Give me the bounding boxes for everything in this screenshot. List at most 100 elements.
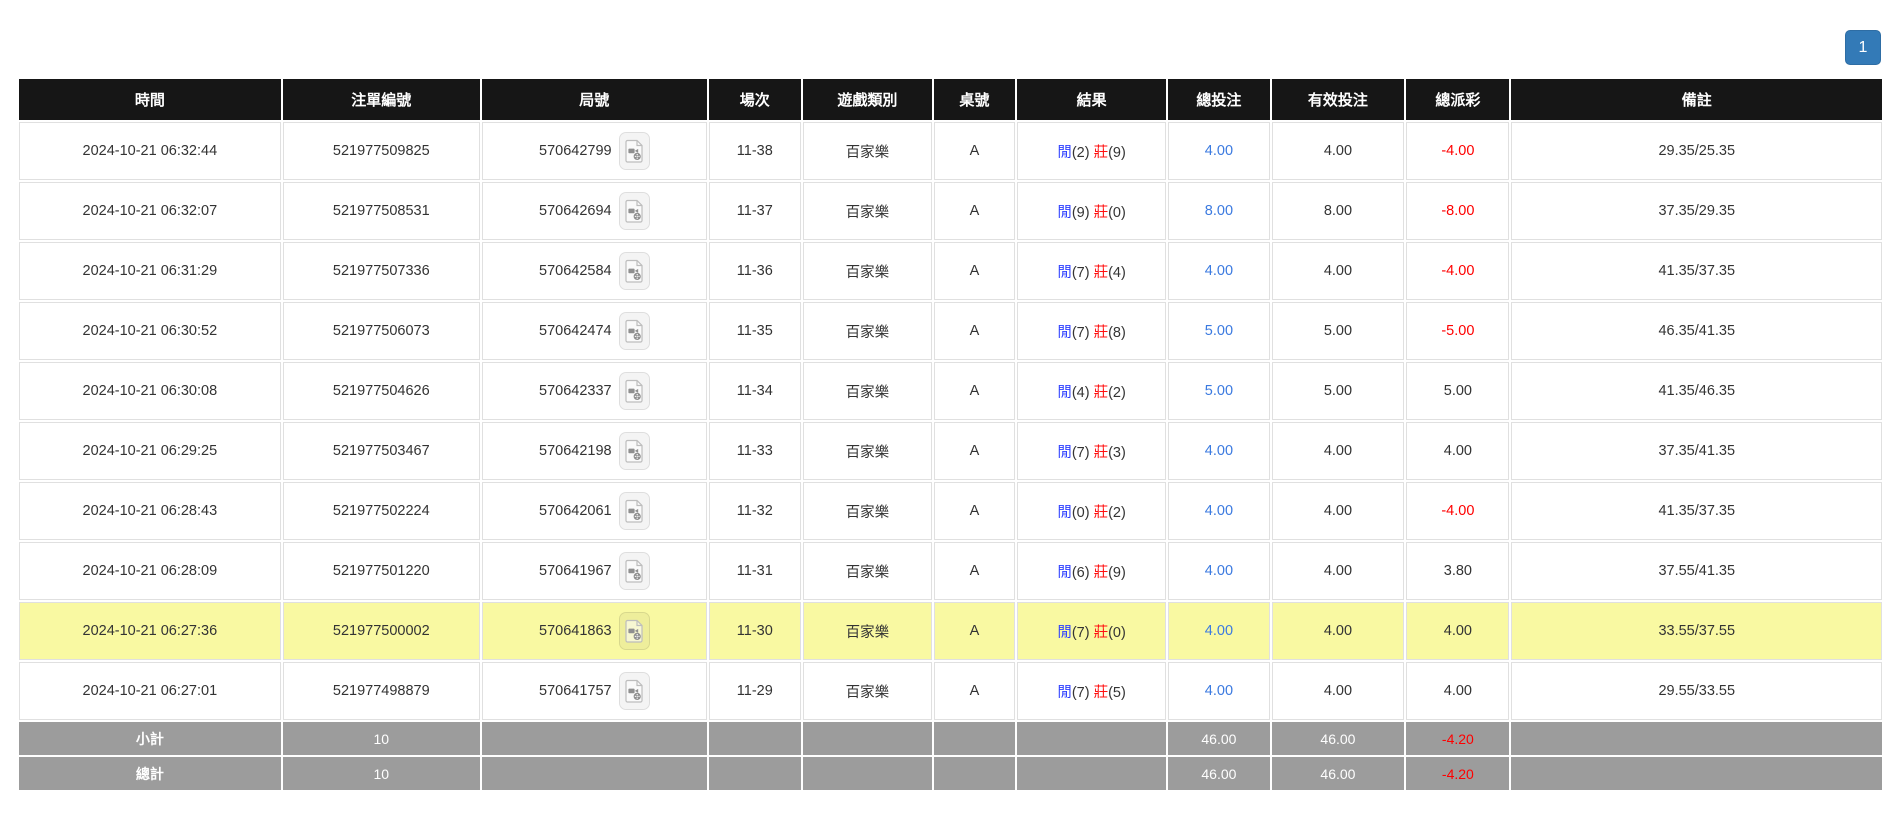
result-banker-score: (8) (1108, 324, 1126, 341)
total-bet-link[interactable]: 4.00 (1204, 683, 1234, 699)
cell-valid-bet: 4.00 (1271, 602, 1405, 660)
round-wrap: 570641967 (539, 552, 650, 590)
total-bet-link[interactable]: 4.00 (1204, 443, 1234, 459)
video-replay-button[interactable] (618, 132, 650, 170)
cell-valid-bet: 4.00 (1271, 482, 1405, 540)
cell-total-bet: 4.00 (1168, 602, 1270, 660)
cell-bet-id: 521977506073 (282, 302, 480, 360)
result-player-score: (7) (1071, 624, 1094, 641)
total-bet-link[interactable]: 4.00 (1204, 143, 1234, 159)
result-banker-label: 莊 (1093, 384, 1109, 401)
video-replay-button[interactable] (618, 252, 650, 290)
cell-time: 2024-10-21 06:29:25 (19, 422, 281, 480)
empty-cell (708, 757, 801, 790)
empty-cell (481, 757, 707, 790)
empty-cell (933, 722, 1015, 755)
video-replay-icon (624, 259, 643, 283)
total-total-bet: 46.00 (1168, 757, 1270, 790)
cell-remark: 33.55/37.55 (1511, 602, 1882, 660)
cell-table: A (933, 182, 1015, 240)
cell-time: 2024-10-21 06:32:07 (19, 182, 281, 240)
total-bet-link[interactable]: 5.00 (1204, 383, 1234, 399)
cell-time: 2024-10-21 06:30:52 (19, 302, 281, 360)
result-banker-score: (5) (1108, 684, 1126, 701)
result-player-score: (0) (1071, 504, 1094, 521)
cell-result: 閒(2) 莊(9) (1016, 122, 1167, 180)
round-id: 570642337 (539, 383, 612, 399)
cell-remark: 41.35/37.35 (1511, 242, 1882, 300)
cell-payout: 4.00 (1406, 602, 1510, 660)
round-id: 570642799 (539, 143, 612, 159)
empty-cell (1016, 722, 1167, 755)
video-replay-button[interactable] (618, 372, 650, 410)
result-player-score: (2) (1071, 144, 1094, 161)
cell-round: 570641757 (481, 662, 707, 720)
empty-cell (1511, 757, 1882, 790)
table-row: 2024-10-21 06:30:52 521977506073 570642474… (19, 302, 1882, 360)
video-replay-button[interactable] (618, 312, 650, 350)
cell-result: 閒(9) 莊(0) (1016, 182, 1167, 240)
video-replay-button[interactable] (618, 552, 650, 590)
total-bet-link[interactable]: 4.00 (1204, 263, 1234, 279)
result-banker-score: (2) (1108, 384, 1126, 401)
video-replay-button[interactable] (618, 192, 650, 230)
result-player-score: (7) (1071, 684, 1094, 701)
result-banker-label: 莊 (1093, 504, 1109, 521)
cell-payout: -4.00 (1406, 242, 1510, 300)
cell-game-type: 百家樂 (802, 302, 932, 360)
cell-result: 閒(7) 莊(8) (1016, 302, 1167, 360)
video-replay-icon (624, 499, 643, 523)
video-replay-button[interactable] (618, 612, 650, 650)
cell-bet-id: 521977501220 (282, 542, 480, 600)
table-header: 時間 注單編號 局號 場次 遊戲類別 桌號 結果 總投注 有效投注 總派彩 備註 (19, 79, 1882, 120)
cell-bet-id: 521977508531 (282, 182, 480, 240)
total-count: 10 (282, 757, 480, 790)
cell-round: 570642799 (481, 122, 707, 180)
result-banker-label: 莊 (1093, 264, 1109, 281)
cell-game-type: 百家樂 (802, 602, 932, 660)
page-1-button[interactable]: 1 (1845, 30, 1881, 65)
col-session: 場次 (708, 79, 801, 120)
cell-bet-id: 521977502224 (282, 482, 480, 540)
video-replay-button[interactable] (618, 432, 650, 470)
cell-bet-id: 521977498879 (282, 662, 480, 720)
cell-valid-bet: 5.00 (1271, 302, 1405, 360)
cell-table: A (933, 662, 1015, 720)
cell-table: A (933, 122, 1015, 180)
empty-cell (1016, 757, 1167, 790)
cell-remark: 41.35/37.35 (1511, 482, 1882, 540)
total-bet-link[interactable]: 8.00 (1204, 203, 1234, 219)
cell-session: 11-30 (708, 602, 801, 660)
bet-records-table: 時間 注單編號 局號 場次 遊戲類別 桌號 結果 總投注 有效投注 總派彩 備註… (17, 77, 1884, 792)
empty-cell (481, 722, 707, 755)
result-banker-label: 莊 (1093, 684, 1109, 701)
cell-game-type: 百家樂 (802, 362, 932, 420)
total-bet-link[interactable]: 4.00 (1204, 563, 1234, 579)
cell-valid-bet: 4.00 (1271, 122, 1405, 180)
col-payout: 總派彩 (1406, 79, 1510, 120)
cell-remark: 29.55/33.55 (1511, 662, 1882, 720)
result-player-label: 閒 (1057, 384, 1072, 401)
round-wrap: 570642337 (539, 372, 650, 410)
empty-cell (1511, 722, 1882, 755)
video-replay-button[interactable] (618, 492, 650, 530)
cell-valid-bet: 4.00 (1271, 422, 1405, 480)
cell-time: 2024-10-21 06:28:09 (19, 542, 281, 600)
cell-total-bet: 4.00 (1168, 242, 1270, 300)
cell-game-type: 百家樂 (802, 482, 932, 540)
total-bet-link[interactable]: 4.00 (1204, 503, 1234, 519)
result-player-label: 閒 (1057, 204, 1072, 221)
total-bet-link[interactable]: 4.00 (1204, 623, 1234, 639)
cell-remark: 37.35/41.35 (1511, 422, 1882, 480)
cell-total-bet: 4.00 (1168, 542, 1270, 600)
table-row: 2024-10-21 06:29:25 521977503467 570642198… (19, 422, 1882, 480)
cell-table: A (933, 602, 1015, 660)
cell-game-type: 百家樂 (802, 662, 932, 720)
cell-table: A (933, 242, 1015, 300)
cell-bet-id: 521977507336 (282, 242, 480, 300)
cell-table: A (933, 362, 1015, 420)
video-replay-button[interactable] (618, 672, 650, 710)
cell-time: 2024-10-21 06:32:44 (19, 122, 281, 180)
total-bet-link[interactable]: 5.00 (1204, 323, 1234, 339)
cell-payout: -5.00 (1406, 302, 1510, 360)
